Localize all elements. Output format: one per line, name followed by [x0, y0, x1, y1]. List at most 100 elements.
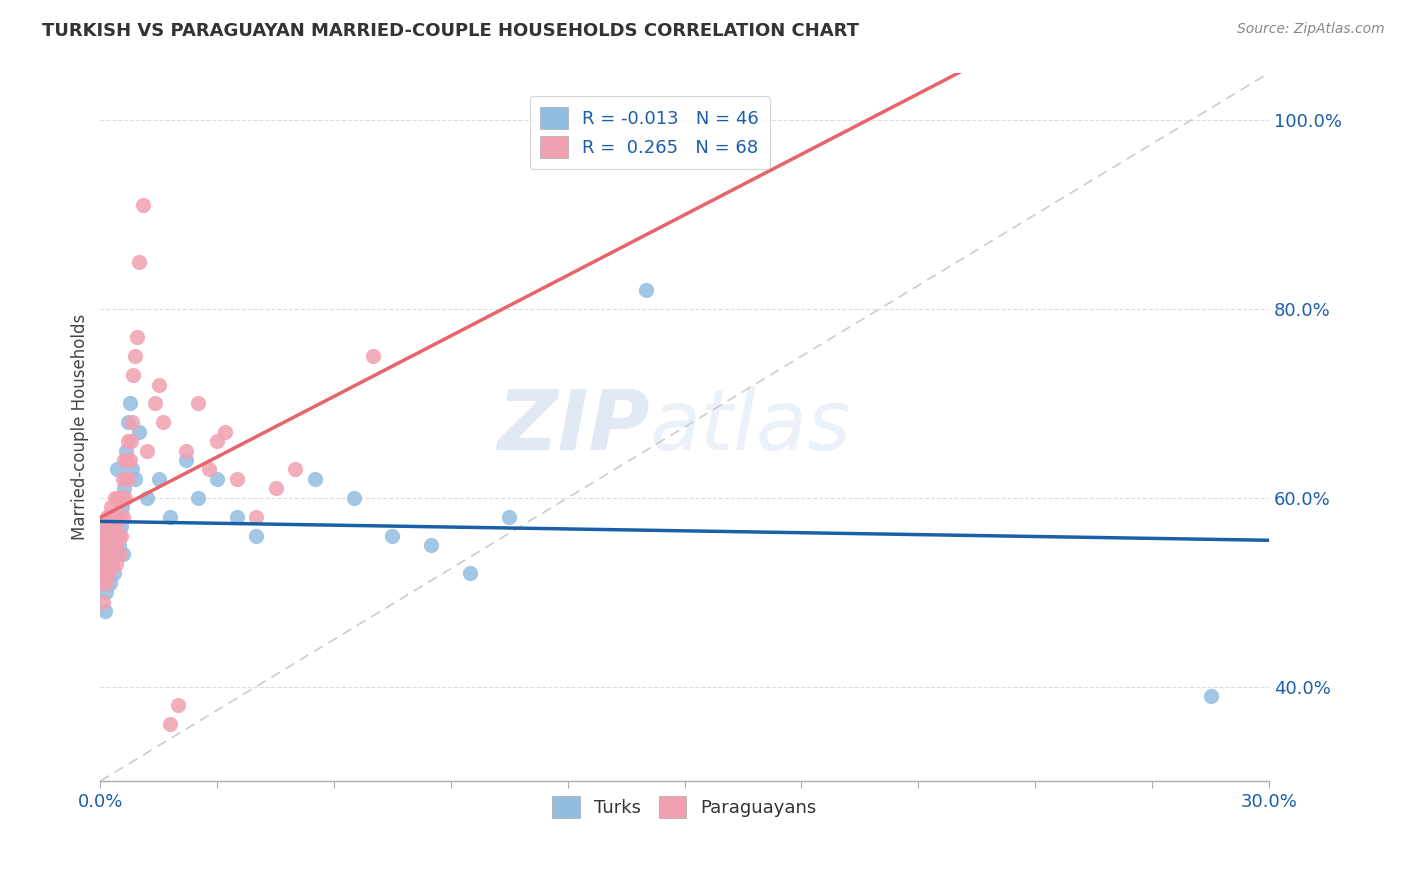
Point [110, 528, 132, 542]
Point [104, 519, 127, 533]
Text: TURKISH VS PARAGUAYAN MARRIED-COUPLE HOUSEHOLDS CORRELATION CHART: TURKISH VS PARAGUAYAN MARRIED-COUPLE HOU… [42, 22, 859, 40]
Point [381, 528, 404, 542]
Point [118, 396, 141, 410]
Point [111, 548, 134, 562]
Point [108, 509, 131, 524]
Point [245, 528, 267, 542]
Point [460, 566, 482, 581]
Point [114, 472, 136, 486]
Point [91, 538, 114, 552]
Point [96, 548, 118, 562]
Point [143, 396, 166, 410]
Point [124, 472, 146, 486]
Point [105, 509, 128, 524]
Point [118, 453, 141, 467]
Point [94, 528, 117, 542]
Point [97, 519, 120, 533]
Point [187, 491, 209, 505]
Point [105, 462, 128, 476]
Point [127, 330, 149, 344]
Point [121, 415, 143, 429]
Point [101, 519, 124, 533]
Point [108, 538, 131, 552]
Point [98, 528, 121, 542]
Point [101, 557, 124, 571]
Point [93, 548, 115, 562]
Point [97, 509, 120, 524]
Point [100, 500, 122, 515]
Point [94, 566, 117, 581]
Point [187, 396, 209, 410]
Point [120, 434, 142, 449]
Text: Source: ZipAtlas.com: Source: ZipAtlas.com [1237, 22, 1385, 37]
Point [103, 528, 125, 542]
Point [304, 472, 326, 486]
Point [97, 528, 120, 542]
Point [103, 509, 125, 524]
Point [342, 491, 364, 505]
Point [152, 415, 174, 429]
Point [103, 566, 125, 581]
Point [90, 557, 112, 571]
Point [115, 453, 138, 467]
Point [94, 604, 117, 618]
Point [128, 254, 150, 268]
Point [498, 509, 520, 524]
Point [98, 548, 121, 562]
Point [117, 434, 139, 449]
Point [205, 472, 228, 486]
Point [128, 425, 150, 439]
Point [110, 519, 132, 533]
Point [108, 548, 131, 562]
Point [98, 575, 121, 590]
Point [104, 491, 127, 505]
Point [284, 462, 307, 476]
Point [107, 528, 129, 542]
Point [96, 528, 118, 542]
Point [112, 481, 135, 495]
Point [136, 491, 159, 505]
Point [93, 519, 115, 533]
Y-axis label: Married-couple Households: Married-couple Households [72, 314, 89, 541]
Point [96, 557, 118, 571]
Point [148, 377, 170, 392]
Point [121, 462, 143, 476]
Point [96, 575, 118, 590]
Legend: Turks, Paraguayans: Turks, Paraguayans [546, 789, 824, 825]
Text: atlas: atlas [650, 386, 851, 467]
Point [117, 472, 139, 486]
Point [97, 557, 120, 571]
Point [117, 415, 139, 429]
Point [97, 538, 120, 552]
Point [1199, 689, 1222, 703]
Point [112, 453, 135, 467]
Point [91, 566, 114, 581]
Point [159, 509, 181, 524]
Point [136, 443, 159, 458]
Point [96, 585, 118, 599]
Point [148, 472, 170, 486]
Point [104, 548, 127, 562]
Point [225, 472, 247, 486]
Point [96, 548, 118, 562]
Point [361, 349, 384, 363]
Point [634, 283, 657, 297]
Point [104, 528, 127, 542]
Point [107, 509, 129, 524]
Point [114, 443, 136, 458]
Point [96, 509, 118, 524]
Point [124, 349, 146, 363]
Point [159, 717, 181, 731]
Point [93, 566, 115, 581]
Point [93, 519, 115, 533]
Point [225, 509, 247, 524]
Point [111, 472, 134, 486]
Point [132, 198, 155, 212]
Point [100, 519, 122, 533]
Point [245, 509, 267, 524]
Point [205, 434, 228, 449]
Point [111, 509, 134, 524]
Point [100, 557, 122, 571]
Point [111, 491, 134, 505]
Point [174, 443, 197, 458]
